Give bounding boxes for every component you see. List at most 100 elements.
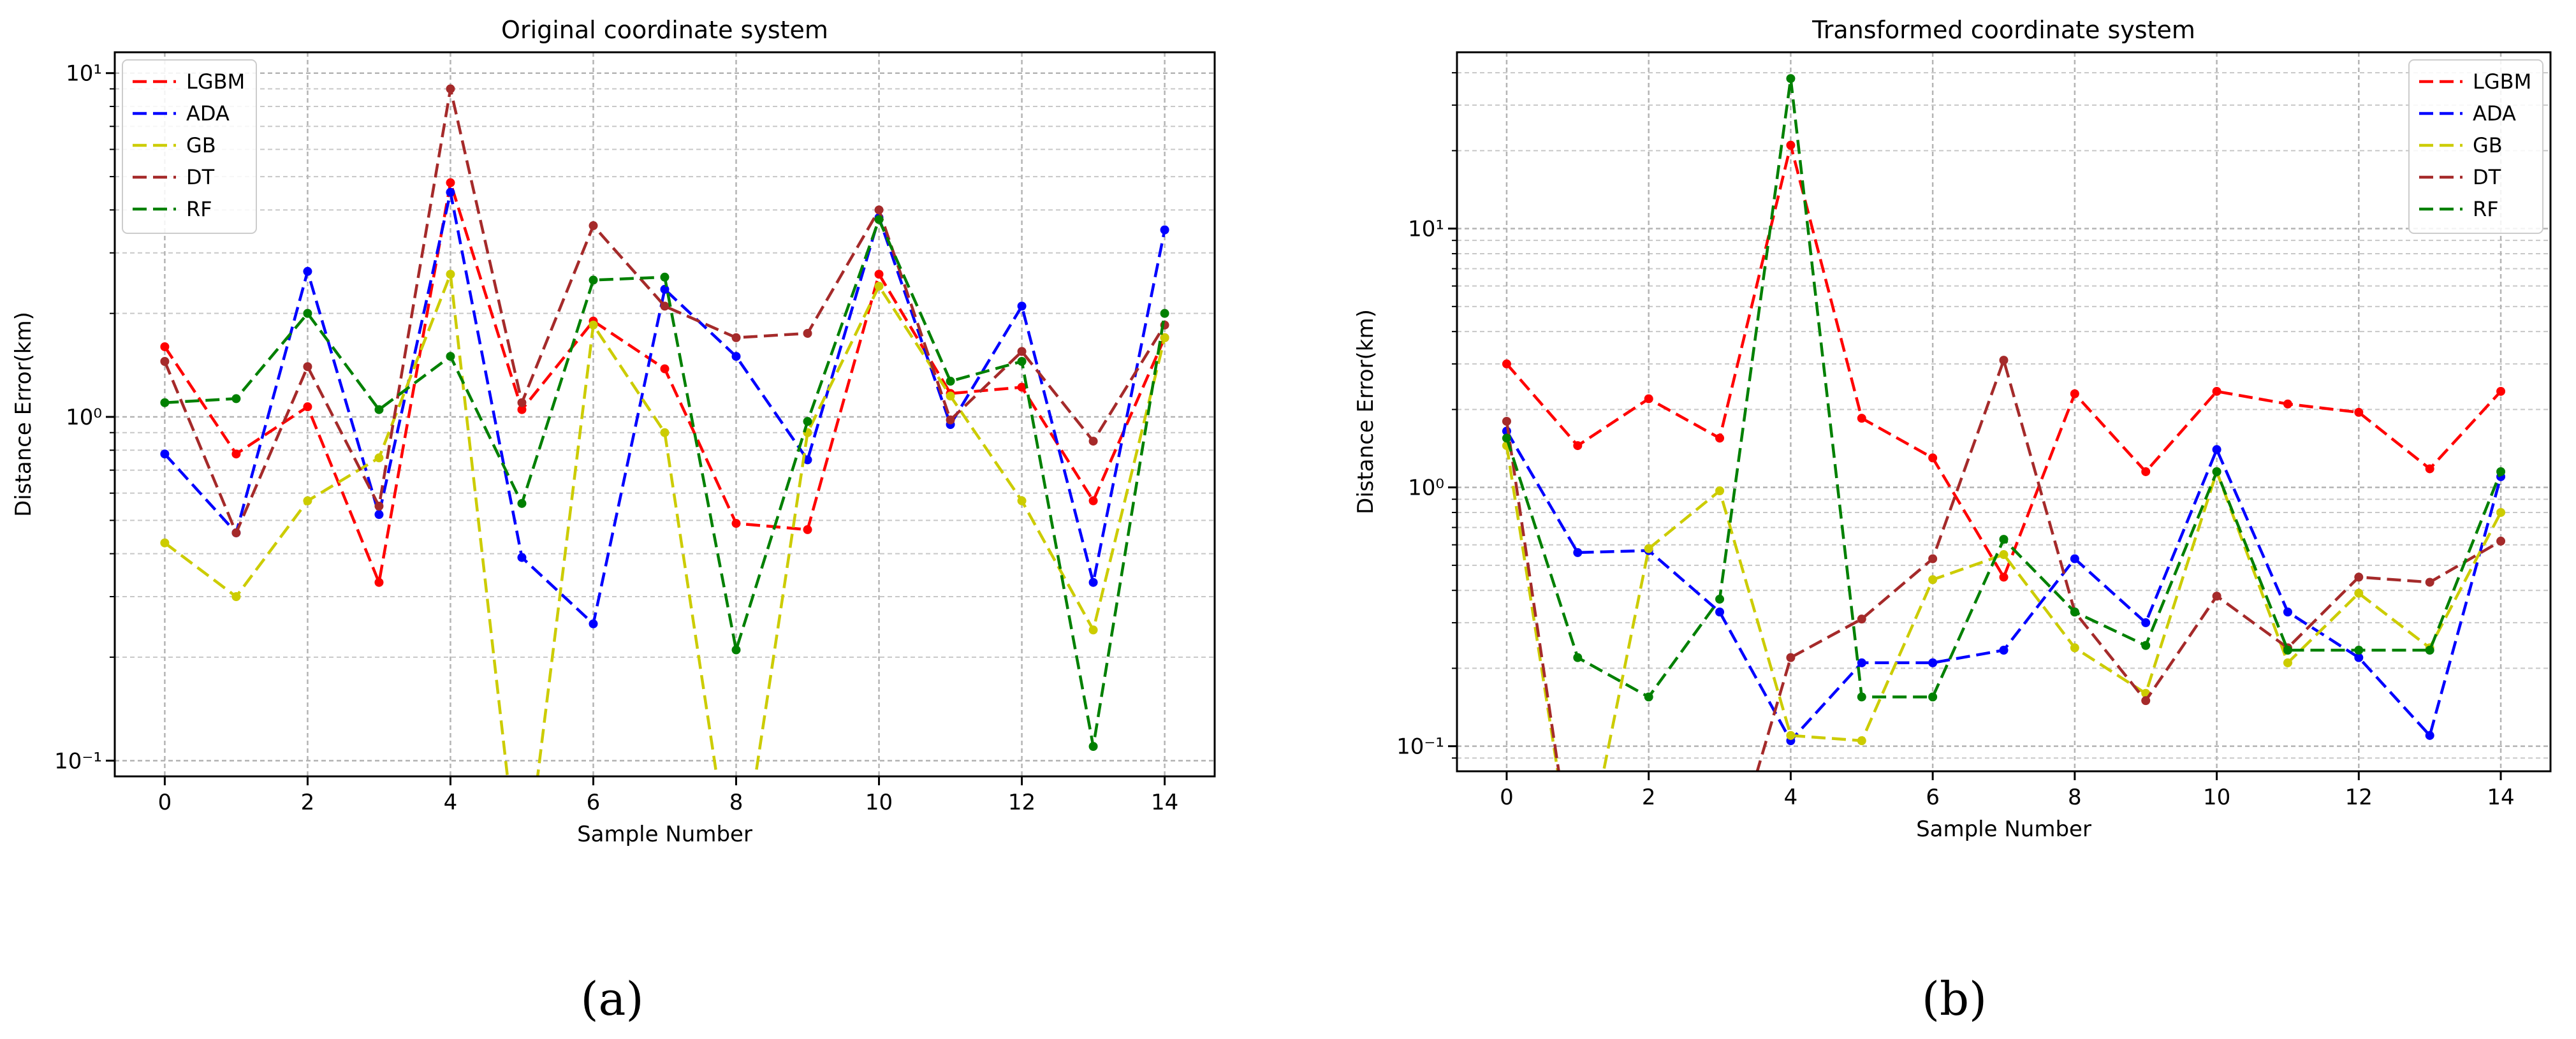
data-point-dt	[2212, 592, 2221, 601]
data-point-rf	[303, 309, 312, 318]
legend-box	[2408, 59, 2543, 234]
data-point-dt	[1999, 356, 2009, 365]
data-point-rf	[231, 394, 241, 403]
data-point-dt	[1017, 347, 1027, 356]
data-point-rf	[2212, 467, 2221, 476]
data-point-ada	[589, 619, 598, 628]
data-point-lgbm	[2141, 467, 2151, 476]
data-point-ada	[1088, 578, 1098, 587]
data-point-gb	[231, 592, 241, 602]
legend-label-ada: ADA	[186, 101, 230, 126]
data-point-dt	[2141, 696, 2151, 706]
legend-label-rf: RF	[2473, 197, 2499, 221]
data-point-gb	[2496, 507, 2506, 517]
data-point-dt	[731, 333, 741, 342]
data-point-dt	[1928, 554, 1938, 563]
x-tick-label: 2	[301, 790, 315, 815]
x-tick-label: 8	[729, 790, 743, 815]
data-point-rf	[1573, 653, 1583, 662]
data-point-gb	[946, 391, 955, 401]
data-point-lgbm	[303, 402, 312, 412]
data-point-rf	[2425, 645, 2434, 655]
data-point-ada	[1573, 548, 1583, 557]
data-point-lgbm	[803, 525, 812, 534]
data-point-rf	[803, 417, 812, 426]
data-point-rf	[1644, 692, 1653, 702]
data-point-ada	[160, 449, 170, 459]
series-line-rf	[165, 215, 1166, 747]
x-tick-label: 12	[1008, 790, 1036, 815]
panel-label-a: (a)	[580, 972, 644, 1026]
data-point-ada	[731, 352, 741, 361]
data-point-dt	[946, 415, 955, 425]
data-point-dt	[589, 221, 598, 231]
data-point-lgbm	[231, 449, 241, 459]
series-line-lgbm	[163, 182, 1166, 588]
data-point-gb	[303, 496, 312, 505]
y-tick-label: 10⁰	[66, 405, 102, 430]
data-point-dt	[2425, 578, 2434, 587]
data-point-dt	[874, 205, 884, 215]
data-point-ada	[1715, 607, 1725, 617]
data-point-dt	[231, 528, 241, 537]
data-point-rf	[1786, 74, 1796, 84]
data-point-dt	[374, 502, 384, 511]
data-point-gb	[446, 270, 455, 279]
data-point-rf	[2354, 645, 2364, 655]
data-point-lgbm	[2212, 386, 2221, 396]
data-point-lgbm	[2496, 386, 2506, 396]
legend-label-dt: DT	[2473, 165, 2501, 189]
data-point-lgbm	[1644, 394, 1653, 403]
data-point-ada	[517, 553, 527, 562]
data-point-gb	[160, 538, 170, 548]
data-point-ada	[446, 187, 455, 197]
data-point-dt	[1502, 416, 1511, 426]
data-point-dt	[446, 84, 455, 94]
series-line-ada	[163, 192, 1166, 627]
data-point-lgbm	[1857, 414, 1866, 423]
data-point-ada	[1857, 658, 1866, 667]
data-point-rf	[160, 398, 170, 407]
plot-area	[160, 84, 1169, 776]
plot-frame	[1456, 51, 2552, 773]
data-point-rf	[946, 377, 955, 386]
data-point-dt	[517, 398, 527, 407]
y-tick-label: 10⁰	[1408, 476, 1444, 501]
data-point-lgbm	[731, 519, 741, 528]
x-tick-label: 4	[444, 790, 458, 815]
data-point-rf	[374, 405, 384, 414]
data-point-dt	[160, 357, 170, 367]
data-point-gb	[1644, 544, 1653, 553]
data-point-gb	[589, 320, 598, 330]
y-tick-label: 10¹	[1408, 217, 1444, 242]
data-point-gb	[2283, 658, 2292, 667]
data-point-dt	[2354, 572, 2364, 582]
data-point-lgbm	[2283, 399, 2292, 409]
data-point-ada	[2141, 618, 2151, 627]
y-axis-label: Distance Error(km)	[11, 312, 36, 517]
data-point-lgbm	[1715, 433, 1725, 443]
data-point-lgbm	[1088, 496, 1098, 505]
data-point-rf	[1857, 692, 1866, 702]
data-point-gb	[374, 453, 384, 463]
data-point-ada	[2212, 445, 2221, 454]
data-point-dt	[1088, 437, 1098, 446]
data-point-rf	[1502, 433, 1511, 443]
data-point-rf	[1999, 535, 2009, 544]
data-point-lgbm	[1573, 441, 1583, 451]
data-point-lgbm	[446, 178, 455, 187]
y-axis-label: Distance Error(km)	[1353, 309, 1379, 514]
data-point-gb	[1786, 730, 1796, 740]
data-point-gb	[1999, 550, 2009, 560]
data-point-rf	[1928, 692, 1938, 702]
legend-label-dt: DT	[186, 165, 215, 189]
x-tick-label: 14	[2487, 785, 2514, 810]
legend-label-lgbm: LGBM	[2473, 69, 2531, 94]
data-point-lgbm	[2425, 464, 2434, 474]
data-point-ada	[660, 284, 670, 294]
data-point-lgbm	[517, 405, 527, 414]
data-point-gb	[1088, 625, 1098, 635]
legend-box	[122, 59, 257, 234]
data-point-rf	[1017, 357, 1027, 367]
y-tick-label: 10⁻¹	[1396, 734, 1444, 760]
